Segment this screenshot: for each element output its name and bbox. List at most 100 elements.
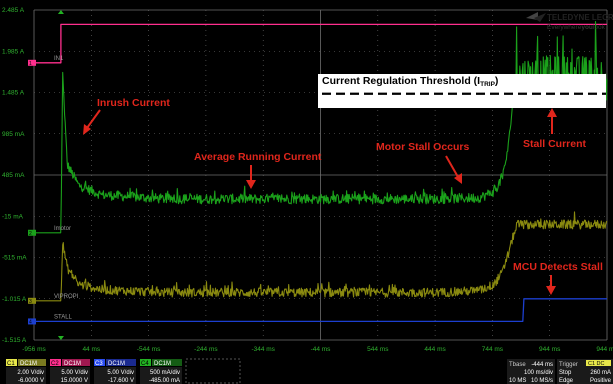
trigger-descriptor[interactable]: Trigger C1 DC Stop 260 mA Edge Positive	[557, 359, 613, 384]
trace-label-vipropi: VIPROPI	[54, 294, 79, 300]
x-tick-label: 44 ms	[82, 346, 100, 353]
brand-name: TELEDYNE LECROY	[547, 13, 613, 22]
trigger-mode: Stop	[559, 370, 572, 376]
threshold-annotation: Current Regulation Threshold (ITRIP)	[318, 74, 606, 108]
channel-markers: 1 2 3 4	[28, 10, 64, 340]
trace-label-imotor: Imotor	[54, 226, 71, 232]
c4-coupling-bg	[152, 359, 182, 366]
brand-logo: TELEDYNE LECROY Everywhereyoulook	[526, 12, 613, 31]
stall-occurs-arrow-shaft	[445, 155, 459, 178]
annotation-stall-occurs: Motor Stall Occurs	[376, 141, 470, 153]
timebase-rate: 10 MS/s	[531, 378, 553, 384]
waveform-traces: IN1 Imotor VIPROPI STALL	[34, 20, 608, 323]
c2-vdiv: 5.00 V/div	[61, 370, 88, 376]
trigger-type: Edge	[559, 378, 574, 384]
trace-in1	[34, 23, 607, 64]
trace-label-stall: STALL	[54, 314, 73, 320]
threshold-label: Current Regulation Threshold (ITRIP)	[322, 75, 498, 88]
average-arrow-head	[246, 180, 256, 189]
channel-marker-c2	[28, 229, 36, 236]
c3-tag-bg	[94, 359, 105, 366]
y-tick-label: 985 mA	[2, 131, 25, 138]
c4-vdiv: 500 mA/div	[150, 370, 180, 376]
status-bar: C1 DC1M 2.00 V/div -6.0000 V C2 DC1M 5.0…	[6, 358, 613, 384]
mcu-arrow-head	[546, 286, 556, 295]
x-tick-label: -244 ms	[194, 346, 218, 353]
y-tick-label: 1.485 A	[2, 90, 25, 97]
graticule	[33, 9, 608, 341]
c4-offset: -485.00 mA	[149, 378, 180, 384]
trigger-source: C1 DC	[588, 361, 605, 367]
c1-coupling: DC1M	[20, 361, 37, 367]
channel-marker-c3	[28, 297, 36, 304]
y-tick-label: 2.485 A	[2, 7, 25, 14]
channel-marker-text-c1: 1	[29, 61, 32, 67]
channel-descriptor-c2[interactable]: C2 DC1M 5.00 V/div 15.0000 V	[50, 359, 90, 384]
timebase-scale: 100 ms/div	[524, 370, 553, 376]
trace-imotor	[34, 20, 608, 234]
c4-id: C4	[141, 361, 149, 367]
c1-values-bg	[6, 367, 46, 384]
channel-descriptor-c4[interactable]: C4 DC1M 500 mA/div -485.00 mA	[140, 359, 182, 384]
channel-marker-text-c4: 4	[29, 319, 32, 325]
y-tick-label: -515 mA	[2, 255, 27, 262]
x-tick-label: -544 ms	[137, 346, 161, 353]
x-tick-label: 944 ms	[596, 346, 613, 353]
annotations: Inrush Current Average Running Current M…	[83, 97, 603, 295]
annotation-mcu-detects: MCU Detects Stall	[513, 261, 603, 273]
stall-current-arrow-head	[547, 108, 557, 117]
y-tick-label: 485 mA	[2, 172, 25, 179]
x-tick-label: -44 ms	[311, 346, 332, 353]
annotation-average: Average Running Current	[194, 151, 322, 163]
inrush-arrow-head	[83, 124, 91, 135]
timebase-descriptor[interactable]: Tbase -444 ms 100 ms/div 10 MS 10 MS/s	[507, 359, 555, 384]
stall-occurs-arrow-head	[454, 173, 462, 184]
y-tick-label: -1.015 A	[2, 296, 27, 303]
c4-tag-bg	[140, 359, 151, 366]
channel-marker-text-c3: 3	[29, 299, 32, 305]
channel-marker-c1	[28, 59, 36, 66]
c1-id: C1	[7, 361, 15, 367]
y-tick-label: -15 mA	[2, 213, 24, 220]
c3-vdiv: 5.00 V/div	[107, 370, 134, 376]
timebase-delay: -444 ms	[531, 362, 553, 368]
c1-offset: -6.0000 V	[18, 378, 44, 384]
x-tick-label: 744 ms	[482, 346, 504, 353]
timebase-samples: 10 MS	[509, 378, 526, 384]
channel-descriptor-c1[interactable]: C1 DC1M 2.00 V/div -6.0000 V	[6, 359, 46, 384]
y-tick-label: 1.985 A	[2, 48, 25, 55]
trigger-level: 260 mA	[590, 370, 611, 376]
x-tick-label: -344 ms	[251, 346, 275, 353]
brand-tagline: Everywhereyoulook	[547, 24, 606, 31]
annotation-inrush: Inrush Current	[97, 97, 170, 109]
c1-coupling-bg	[18, 359, 46, 366]
trigger-source-bg	[586, 360, 611, 366]
trace-stall	[34, 298, 607, 323]
x-axis-labels: -956 ms 44 ms -544 ms -244 ms -344 ms -44 ms 5…	[22, 346, 613, 353]
c3-coupling: DC1M	[108, 361, 125, 367]
c2-values-bg	[50, 367, 90, 384]
c4-coupling: DC1M	[154, 361, 171, 367]
threshold-backdrop	[318, 74, 606, 108]
x-tick-label: 444 ms	[424, 346, 446, 353]
trace-vipropi	[34, 211, 608, 302]
c2-id: C2	[51, 361, 59, 367]
x-tick-label: 944 ms	[539, 346, 561, 353]
timebase-label: Tbase	[509, 362, 526, 368]
trigger-slope: Positive	[590, 378, 612, 384]
inrush-arrow-shaft	[86, 109, 101, 129]
c3-id: C3	[95, 361, 103, 367]
trace-label-in1: IN1	[54, 56, 64, 62]
y-axis-labels: 2.485 A 1.985 A 1.485 A 985 mA 485 mA -15 mA -…	[2, 7, 27, 344]
c2-offset: 15.0000 V	[61, 378, 88, 384]
trigger-marker-top-icon	[57, 10, 64, 14]
c1-tag-bg	[6, 359, 17, 366]
channel-marker-c4	[28, 318, 36, 325]
trigger-label: Trigger	[559, 362, 578, 368]
channel-descriptor-c3[interactable]: C3 DC1M 5.00 V/div -17.600 V	[94, 359, 136, 384]
annotation-stall-current: Stall Current	[523, 138, 587, 150]
x-tick-label: -956 ms	[22, 346, 46, 353]
